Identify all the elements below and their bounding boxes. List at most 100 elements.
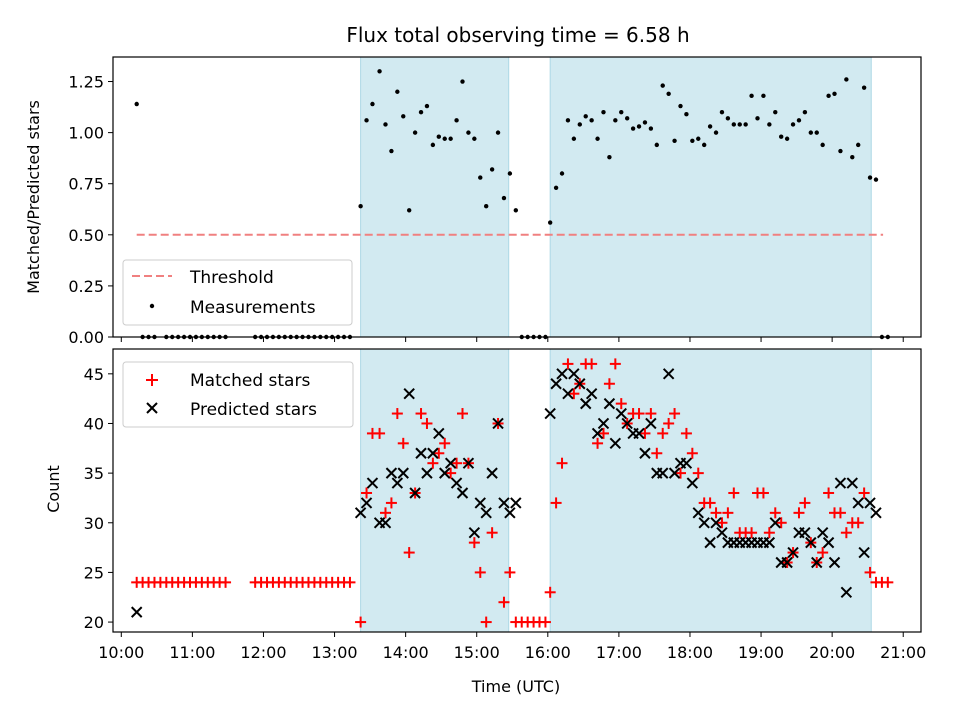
count-shaded-interval	[549, 348, 872, 633]
matched-stars-point	[480, 616, 492, 628]
x-tick-label: 10:00	[98, 643, 144, 662]
predicted-stars-point	[698, 517, 710, 529]
predicted-stars-point	[621, 417, 633, 430]
x-tick-label: 18:00	[667, 643, 713, 662]
measurement-point	[666, 91, 671, 96]
count-y-tick-label: 30	[84, 514, 104, 533]
measurement-point	[844, 77, 849, 82]
predicted-stars-point	[130, 606, 143, 618]
measurement-point	[814, 130, 819, 135]
matched-stars-point	[374, 427, 386, 439]
matched-stars-point	[769, 507, 781, 519]
measurement-point	[778, 134, 784, 139]
matched-stars-point	[457, 408, 469, 420]
measurement-point	[802, 109, 808, 115]
measurement-point	[583, 114, 588, 119]
predicted-stars-point	[456, 487, 469, 499]
measurement-point	[636, 124, 642, 129]
measurement-point	[134, 101, 139, 107]
matched-stars-point	[344, 576, 356, 588]
measurement-point	[690, 138, 695, 143]
predicted-stars-point	[556, 368, 568, 380]
ratio-y-tick-label: 0.75	[68, 175, 104, 194]
predicted-stars-point	[562, 387, 574, 400]
measurement-point	[713, 130, 719, 135]
predicted-stars-point	[822, 536, 835, 549]
ratio-y-tick-label: 0.50	[68, 226, 104, 245]
measurement-point	[624, 116, 630, 121]
measurement-point	[454, 118, 459, 123]
matched-stars-point	[433, 447, 445, 459]
measurement-point	[501, 195, 507, 201]
measurement-point	[613, 118, 618, 123]
count-y-tick-label: 40	[84, 414, 104, 433]
predicted-stars-point	[816, 526, 829, 539]
matched-stars-point	[397, 437, 409, 449]
measurement-point	[749, 93, 754, 99]
predicted-stars-point	[633, 427, 645, 440]
predicted-stars-point	[657, 467, 669, 479]
ratio-y-tick-label: 1.25	[68, 73, 104, 92]
predicted-stars-point	[870, 507, 882, 519]
matched-stars-point	[498, 596, 510, 608]
matched-stars-point	[474, 566, 486, 578]
measurement-point	[826, 93, 831, 99]
bottom-y-axis-label: Count	[44, 465, 63, 513]
predicted-stars-point	[474, 497, 486, 509]
measurement-point	[389, 148, 394, 154]
measurement-point	[850, 154, 855, 160]
predicted-stars-point	[834, 477, 847, 489]
matched-stars-point	[882, 576, 894, 588]
measurement-point	[436, 134, 442, 139]
measurement-point	[430, 142, 436, 148]
x-tick-label: 21:00	[880, 643, 926, 662]
measurement-point	[589, 118, 594, 123]
predicted-stars-point	[366, 477, 379, 489]
predicted-stars-point	[450, 477, 463, 489]
predicted-stars-point	[415, 447, 427, 459]
measurement-point	[773, 109, 778, 115]
predicted-stars-point	[668, 467, 681, 479]
measurement-point	[701, 142, 707, 148]
legend-predicted-label: Predicted stars	[190, 400, 317, 420]
measurement-point	[483, 203, 489, 209]
matched-stars-point	[445, 467, 457, 479]
predicted-stars-point	[409, 487, 421, 499]
matched-stars-point	[657, 427, 669, 439]
predicted-stars-point	[379, 517, 392, 529]
predicted-stars-point	[360, 497, 373, 509]
matched-stars-point	[391, 408, 403, 420]
measurement-point	[743, 122, 748, 127]
measurement-point	[466, 130, 471, 135]
matched-stars-point	[775, 517, 787, 529]
measurement-point	[672, 138, 677, 143]
measurement-point	[395, 89, 400, 94]
matched-stars-point	[220, 576, 232, 588]
predicted-stars-point	[504, 507, 516, 519]
predicted-stars-point	[769, 517, 781, 529]
ratio-y-tick-label: 0.00	[68, 328, 104, 347]
measurement-point	[472, 136, 477, 141]
matched-stars-point	[852, 517, 864, 529]
matched-stars-point	[793, 507, 805, 519]
measurement-point	[796, 118, 802, 123]
measurement-point	[513, 208, 519, 213]
matched-stars-point	[439, 437, 451, 449]
matched-stars-point	[355, 616, 367, 628]
matched-stars-point	[615, 398, 627, 410]
predicted-stars-point	[858, 546, 870, 559]
legend-measurements-swatch	[149, 303, 155, 309]
measurement-point	[401, 114, 406, 119]
matched-stars-point	[385, 497, 397, 509]
measurement-point	[832, 91, 837, 96]
legend-matched-swatch	[146, 374, 158, 386]
x-tick-label: 14:00	[383, 643, 429, 662]
measurement-point	[731, 122, 737, 127]
predicted-stars-point	[639, 447, 651, 459]
legend-measurements-label: Measurements	[190, 298, 316, 318]
measurement-point	[630, 126, 636, 131]
count-y-tick-label: 25	[84, 563, 104, 582]
matched-stars-point	[858, 487, 870, 499]
predicted-stars-point	[799, 526, 811, 539]
predicted-stars-point	[433, 427, 445, 440]
